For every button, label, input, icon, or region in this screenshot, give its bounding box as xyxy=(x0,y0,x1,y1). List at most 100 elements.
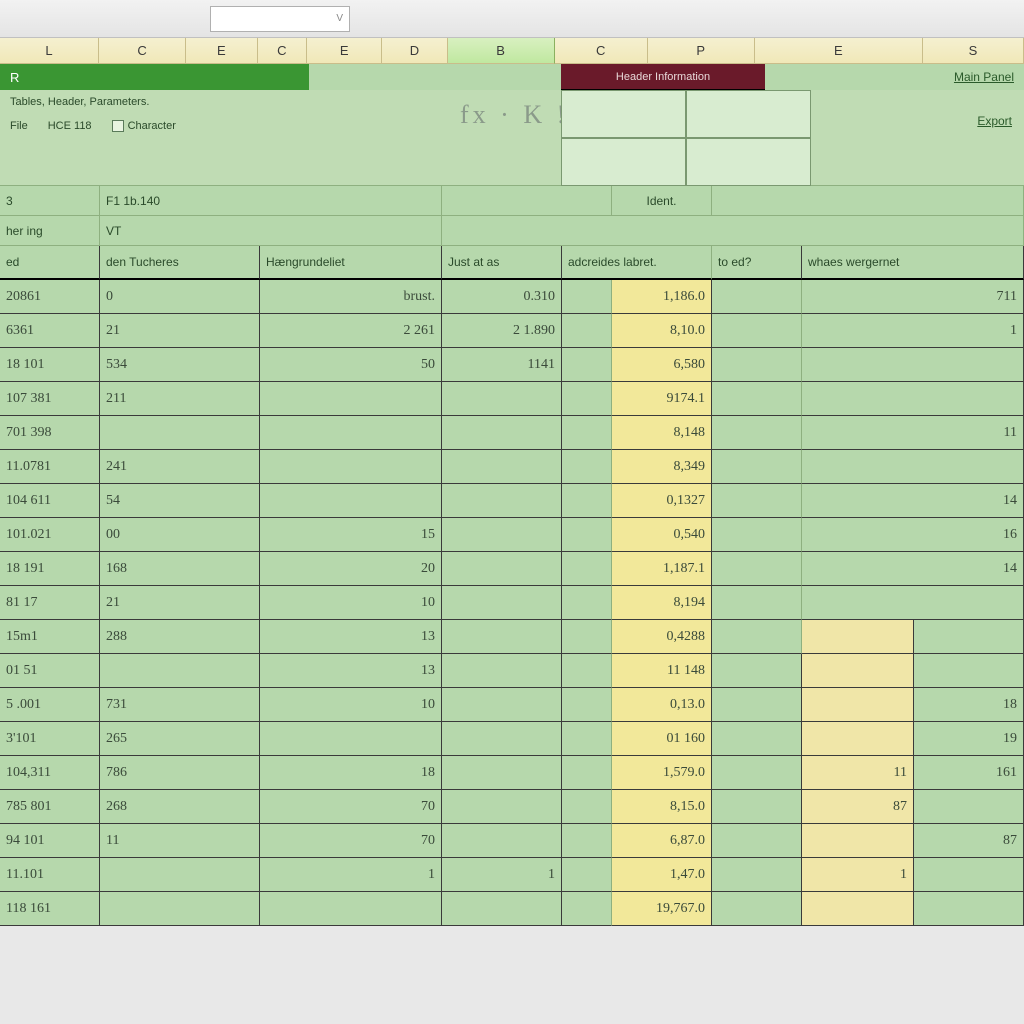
cell-val3[interactable] xyxy=(442,688,562,722)
cell-highlight[interactable]: 1,579.0 xyxy=(612,756,712,790)
cell-val1[interactable] xyxy=(100,416,260,450)
cell-end[interactable]: 18 xyxy=(914,688,1024,722)
cell-gap[interactable] xyxy=(562,518,612,552)
column-header-S[interactable]: S xyxy=(923,38,1024,64)
cell-gap[interactable] xyxy=(562,416,612,450)
cell-val3[interactable] xyxy=(442,552,562,586)
cell-val1[interactable]: 534 xyxy=(100,348,260,382)
cell-gap2[interactable] xyxy=(712,416,802,450)
cell-end[interactable] xyxy=(802,348,1024,382)
column-header-E[interactable]: E xyxy=(307,38,382,64)
cell-gap[interactable] xyxy=(562,484,612,518)
cell-highlight[interactable]: 0,4288 xyxy=(612,620,712,654)
cell-val1[interactable]: 288 xyxy=(100,620,260,654)
cell-val3[interactable] xyxy=(442,654,562,688)
column-header-E[interactable]: E xyxy=(186,38,257,64)
cell-highlight[interactable]: 8,15.0 xyxy=(612,790,712,824)
cell-highlight[interactable]: 19,767.0 xyxy=(612,892,712,926)
cell-val2[interactable]: 10 xyxy=(260,586,442,620)
column-header-C[interactable]: C xyxy=(555,38,648,64)
cell-gap2[interactable] xyxy=(712,314,802,348)
cell-gap[interactable] xyxy=(562,824,612,858)
cell-id[interactable]: 5 .001 xyxy=(0,688,100,722)
cell-val2[interactable]: 13 xyxy=(260,654,442,688)
cell-val2[interactable]: 70 xyxy=(260,790,442,824)
cell-end[interactable]: 19 xyxy=(914,722,1024,756)
cell-highlight2[interactable]: 11 xyxy=(802,756,914,790)
cell-val2[interactable] xyxy=(260,382,442,416)
cell-gap2[interactable] xyxy=(712,484,802,518)
cell-id[interactable]: 701 398 xyxy=(0,416,100,450)
cell-highlight[interactable]: 6,580 xyxy=(612,348,712,382)
cell-highlight2[interactable] xyxy=(802,892,914,926)
hdr2-c5[interactable]: to ed? xyxy=(712,246,802,280)
cell-val1[interactable] xyxy=(100,858,260,892)
main-panel-link[interactable]: Main Panel xyxy=(954,70,1014,84)
cell-id[interactable]: 01 51 xyxy=(0,654,100,688)
cell-val1[interactable]: 731 xyxy=(100,688,260,722)
cell-val2[interactable]: 1 xyxy=(260,858,442,892)
cell-gap2[interactable] xyxy=(712,654,802,688)
cell-highlight[interactable]: 8,194 xyxy=(612,586,712,620)
cell-end[interactable]: 87 xyxy=(914,824,1024,858)
cell-end[interactable]: 11 xyxy=(802,416,1024,450)
cell-val1[interactable]: 0 xyxy=(100,280,260,314)
cell-val2[interactable] xyxy=(260,450,442,484)
cell-highlight2[interactable] xyxy=(802,688,914,722)
column-header-C[interactable]: C xyxy=(258,38,308,64)
cell-highlight[interactable]: 0,13.0 xyxy=(612,688,712,722)
cell-val3[interactable] xyxy=(442,450,562,484)
hdr1-spacer[interactable] xyxy=(442,216,1024,246)
cell-id[interactable]: 118 161 xyxy=(0,892,100,926)
cell-val3[interactable]: 1 xyxy=(442,858,562,892)
hdr1-c0[interactable]: her ing xyxy=(0,216,100,246)
cell-val1[interactable]: 265 xyxy=(100,722,260,756)
cell-id[interactable]: 15m1 xyxy=(0,620,100,654)
cell-gap[interactable] xyxy=(562,450,612,484)
cell-highlight[interactable]: 11 148 xyxy=(612,654,712,688)
cell-val1[interactable]: 786 xyxy=(100,756,260,790)
character-checkbox[interactable]: Character xyxy=(112,120,176,132)
name-box[interactable]: V xyxy=(210,6,350,32)
cell-end[interactable] xyxy=(914,790,1024,824)
cell-end[interactable]: 161 xyxy=(914,756,1024,790)
column-header-D[interactable]: D xyxy=(382,38,447,64)
cell-gap[interactable] xyxy=(562,314,612,348)
cell-end[interactable] xyxy=(802,586,1024,620)
hdr2-c6[interactable]: whaes wergernet xyxy=(802,246,1024,280)
info-tab[interactable]: Header Information xyxy=(561,64,765,90)
cell-gap[interactable] xyxy=(562,586,612,620)
cell-end[interactable]: 1 xyxy=(802,314,1024,348)
cell-gap2[interactable] xyxy=(712,620,802,654)
column-header-B[interactable]: B xyxy=(448,38,555,64)
cell-val1[interactable]: 00 xyxy=(100,518,260,552)
cell-end[interactable] xyxy=(914,858,1024,892)
cell-end[interactable]: 14 xyxy=(802,552,1024,586)
cell-gap[interactable] xyxy=(562,382,612,416)
cell-val2[interactable]: 18 xyxy=(260,756,442,790)
cell-gap[interactable] xyxy=(562,552,612,586)
cell-id[interactable]: 18 101 xyxy=(0,348,100,382)
column-header-E[interactable]: E xyxy=(755,38,923,64)
cell-highlight2[interactable] xyxy=(802,824,914,858)
cell-highlight[interactable]: 1,47.0 xyxy=(612,858,712,892)
cell-gap[interactable] xyxy=(562,790,612,824)
cell-val3[interactable]: 1141 xyxy=(442,348,562,382)
cell-highlight[interactable]: 6,87.0 xyxy=(612,824,712,858)
cell-val3[interactable] xyxy=(442,824,562,858)
cell-id[interactable]: 6361 xyxy=(0,314,100,348)
cell-highlight2[interactable] xyxy=(802,722,914,756)
cell-id[interactable]: 94 101 xyxy=(0,824,100,858)
cell-val3[interactable] xyxy=(442,756,562,790)
cell-end[interactable]: 14 xyxy=(802,484,1024,518)
cell-highlight2[interactable]: 1 xyxy=(802,858,914,892)
cell-gap[interactable] xyxy=(562,688,612,722)
hdr-top-spacer2[interactable] xyxy=(712,186,1024,216)
cell-val3[interactable] xyxy=(442,620,562,654)
cell-id[interactable]: 104 611 xyxy=(0,484,100,518)
cell-end[interactable]: 16 xyxy=(802,518,1024,552)
cell-id[interactable]: 101.021 xyxy=(0,518,100,552)
dropdown-icon[interactable]: V xyxy=(336,13,343,24)
cell-highlight2[interactable] xyxy=(802,620,914,654)
cell-gap[interactable] xyxy=(562,348,612,382)
